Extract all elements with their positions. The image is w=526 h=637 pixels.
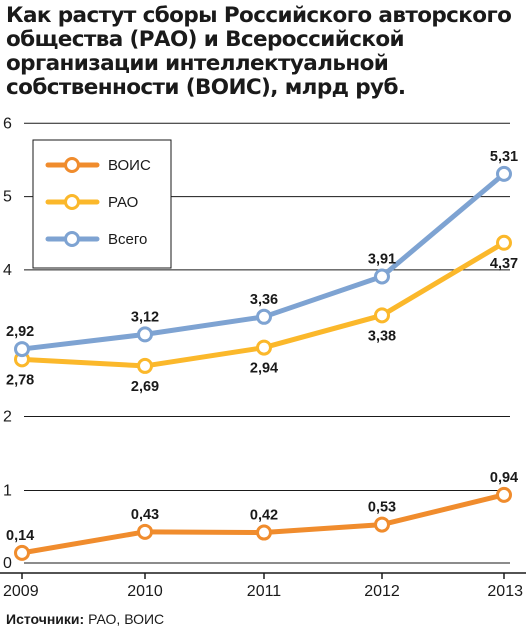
source-note: Источники: РАО, ВОИС bbox=[6, 611, 164, 627]
data-label: 2,69 bbox=[131, 379, 159, 395]
x-axis-ticks: 2009 2010 2011 2012 2013 bbox=[3, 573, 523, 600]
data-point bbox=[256, 524, 272, 541]
chart-title: Как растут сборы Российского авторского … bbox=[6, 3, 512, 100]
data-label: 3,36 bbox=[250, 292, 278, 308]
data-label: 3,12 bbox=[131, 309, 159, 325]
data-point bbox=[137, 523, 153, 540]
line-chart: 0 1 2 4 5 6 2009 2010 2011 2012 2013 0,14 0,43 0,42… bbox=[0, 115, 526, 600]
y-tick-label: 4 bbox=[3, 262, 12, 279]
data-point bbox=[137, 326, 153, 343]
data-point bbox=[256, 339, 272, 356]
data-label: 0,14 bbox=[6, 528, 34, 544]
source-value: РАО, ВОИС bbox=[88, 611, 165, 627]
source-label: Источники: bbox=[6, 611, 85, 627]
legend-swatch-marker bbox=[64, 194, 80, 210]
x-tick-label: 2013 bbox=[487, 583, 523, 600]
data-point bbox=[137, 357, 153, 374]
data-point bbox=[496, 234, 512, 251]
grid-lines bbox=[0, 122, 526, 574]
data-label: 3,38 bbox=[368, 328, 396, 344]
data-label: 0,53 bbox=[368, 500, 396, 516]
y-axis-ticks: 0 1 2 4 5 6 bbox=[3, 115, 12, 572]
x-tick-label: 2011 bbox=[247, 583, 282, 600]
x-tick-label: 2009 bbox=[3, 583, 39, 600]
data-point bbox=[496, 165, 512, 182]
data-label: 0,42 bbox=[250, 508, 278, 524]
legend-swatch-marker bbox=[64, 157, 80, 173]
data-labels: 0,14 0,43 0,42 0,53 0,94 2,78 2,69 2,94 3,38 4,37… bbox=[6, 149, 518, 544]
legend-label: ВОИС bbox=[108, 157, 151, 174]
data-point bbox=[374, 307, 390, 324]
y-tick-label: 2 bbox=[3, 409, 12, 426]
data-point bbox=[14, 544, 30, 561]
y-tick-label: 1 bbox=[3, 483, 12, 500]
y-tick-label: 5 bbox=[3, 189, 12, 206]
data-label: 0,43 bbox=[131, 507, 159, 523]
data-label: 2,78 bbox=[6, 372, 34, 388]
data-label: 3,91 bbox=[368, 251, 396, 267]
y-tick-label: 0 bbox=[3, 555, 12, 572]
data-label: 2,94 bbox=[250, 361, 278, 377]
data-point bbox=[256, 308, 272, 325]
data-point bbox=[14, 341, 30, 358]
data-label: 4,37 bbox=[490, 256, 518, 272]
series-points bbox=[14, 165, 512, 561]
data-label: 0,94 bbox=[490, 470, 518, 486]
legend: ВОИС РАО Всего bbox=[32, 139, 172, 269]
data-label: 2,92 bbox=[6, 324, 34, 340]
legend-label: РАО bbox=[108, 194, 138, 211]
y-tick-label: 6 bbox=[3, 115, 12, 132]
series-line bbox=[19, 492, 507, 556]
legend-swatch-marker bbox=[64, 231, 80, 247]
data-label: 5,31 bbox=[490, 149, 518, 165]
data-point bbox=[374, 516, 390, 533]
data-point bbox=[374, 268, 390, 285]
legend-label: Всего bbox=[108, 231, 147, 248]
x-tick-label: 2010 bbox=[127, 583, 163, 600]
data-point bbox=[496, 486, 512, 503]
x-tick-label: 2012 bbox=[364, 583, 400, 600]
